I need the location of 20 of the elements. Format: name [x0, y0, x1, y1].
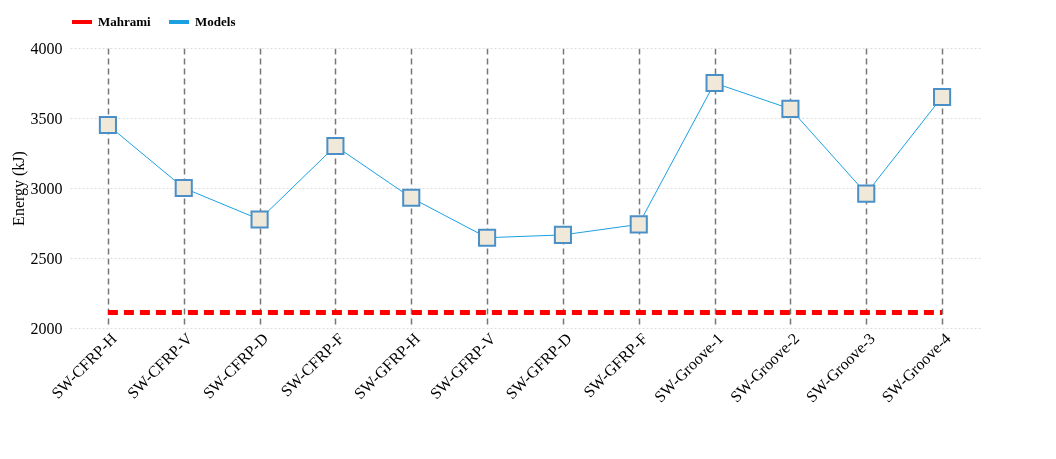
y-tick-label: 2000 [30, 319, 63, 337]
point [629, 215, 648, 234]
y-tick-label: 3000 [30, 179, 63, 197]
point [402, 188, 421, 207]
y-tick-label: 2500 [30, 249, 63, 267]
point [781, 99, 800, 118]
y-tick-label: 3500 [30, 109, 63, 127]
legend-label: Models [195, 14, 236, 29]
point [98, 115, 117, 135]
point [250, 210, 269, 229]
y-axis-title: Energy (kJ) [9, 151, 28, 226]
legend-label: Mahrami [98, 14, 152, 29]
point [174, 178, 193, 198]
point [326, 136, 345, 156]
point [553, 225, 572, 244]
point [933, 87, 952, 107]
y-tick-label: 4000 [30, 39, 63, 57]
point [857, 184, 876, 203]
point [705, 73, 724, 93]
point [478, 228, 497, 247]
